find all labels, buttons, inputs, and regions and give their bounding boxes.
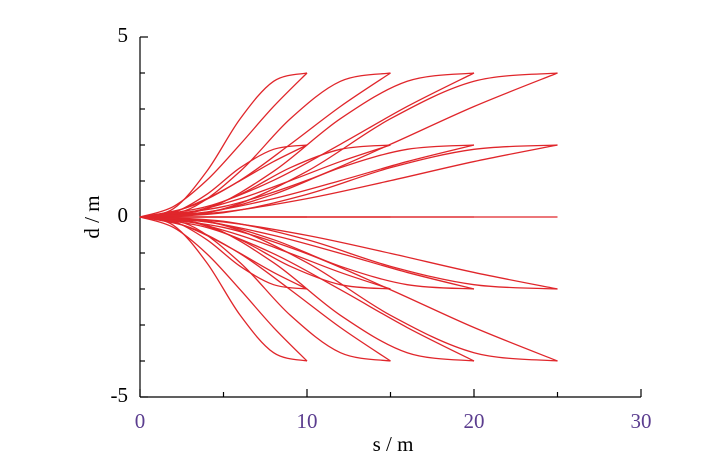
- trajectory: [139, 144, 558, 218]
- trajectory: [139, 72, 558, 218]
- y-axis-label: d / m: [80, 195, 104, 238]
- x-axis-label: s / m: [373, 432, 414, 456]
- y-tick-label: -5: [111, 383, 129, 407]
- trajectory: [139, 72, 308, 218]
- x-tick-label: 30: [631, 409, 652, 433]
- x-tick-label: 20: [464, 409, 485, 433]
- trajectory: [139, 216, 391, 362]
- trajectory: [139, 72, 391, 218]
- trajectory: [139, 72, 558, 218]
- trajectory: [139, 216, 308, 362]
- x-tick-label: 0: [135, 409, 146, 433]
- trajectory: [139, 72, 308, 218]
- trajectory: [139, 72, 475, 218]
- trajectory: [139, 216, 558, 290]
- trajectory: [139, 72, 391, 218]
- trajectory: [139, 216, 558, 362]
- trajectory: [139, 216, 558, 290]
- trajectory: [139, 144, 558, 218]
- trajectory: [139, 216, 475, 362]
- x-tick-label: 10: [297, 409, 318, 433]
- y-tick-label: 5: [118, 23, 129, 47]
- trajectory: [139, 216, 558, 362]
- y-tick-label: 0: [118, 203, 129, 227]
- trajectory: [139, 216, 391, 362]
- trajectory: [139, 216, 308, 362]
